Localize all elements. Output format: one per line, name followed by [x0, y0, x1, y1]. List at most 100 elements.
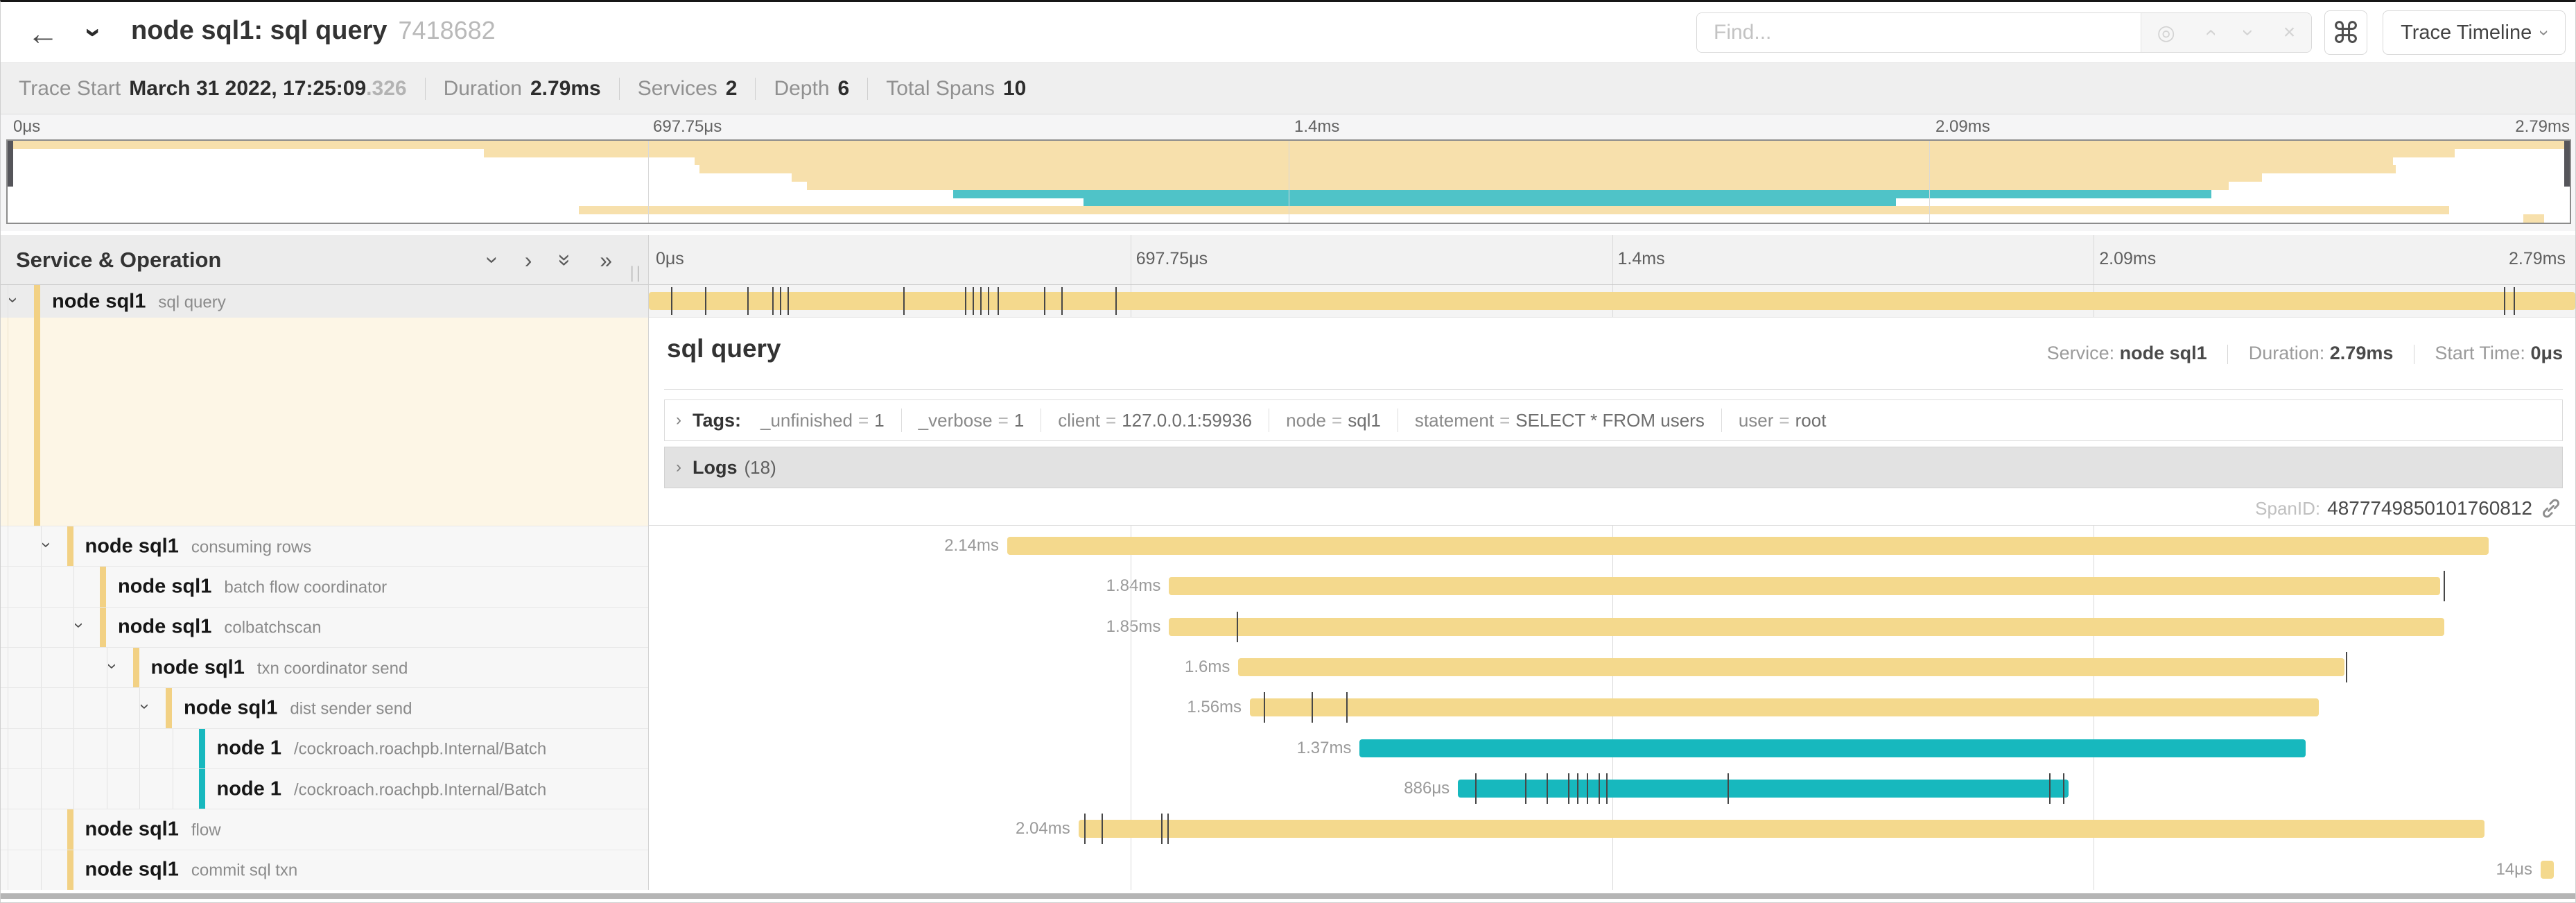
log-marker-tick[interactable]	[1346, 692, 1348, 723]
tree-row-commit-sql-txn[interactable]: node sql1 commit sql txn	[1, 849, 648, 890]
span-bar[interactable]	[1007, 537, 2489, 556]
tree-row-batch-flow-coordinator[interactable]: node sql1 batch flow coordinator	[1, 566, 648, 607]
start-time-value: 0μs	[2530, 343, 2563, 363]
log-marker-tick[interactable]	[1061, 287, 1063, 315]
log-marker-tick[interactable]	[2443, 571, 2445, 602]
span-color-accent	[67, 809, 73, 850]
log-marker-tick[interactable]	[1084, 814, 1086, 845]
log-marker-tick[interactable]	[1043, 287, 1045, 315]
tree-row-dist-sender-send[interactable]: › node sql1 dist sender send	[1, 687, 648, 728]
span-bar-row: 1.85ms	[649, 607, 2575, 647]
copy-link-icon[interactable]	[2539, 497, 2563, 520]
tags-accordion[interactable]: › Tags: _unfinished = 1 _verbose = 1 client = 12…	[664, 399, 2563, 441]
collapse-one-icon[interactable]: ›	[480, 256, 506, 264]
row-collapse-chevron-down-icon[interactable]: ›	[37, 542, 57, 548]
view-selector-label: Trace Timeline	[2401, 21, 2532, 44]
log-marker-tick[interactable]	[670, 287, 672, 315]
log-marker-tick[interactable]	[1606, 773, 1608, 805]
operation-name: commit sql txn	[191, 861, 298, 880]
log-marker-tick[interactable]	[1587, 773, 1589, 805]
log-marker-tick[interactable]	[704, 287, 706, 315]
log-marker-tick[interactable]	[2049, 773, 2051, 805]
log-marker-tick[interactable]	[988, 287, 990, 315]
collapse-all-icon[interactable]: »	[553, 254, 579, 266]
tree-row-sql-query[interactable]: › node sql1 sql query	[1, 285, 648, 318]
match-target-icon[interactable]: ◎	[2157, 21, 2175, 44]
tree-row-txn-coordinator-send[interactable]: › node sql1 txn coordinator send	[1, 646, 648, 688]
span-bar-row: 886μs	[649, 768, 2575, 809]
minimap-span-row	[8, 148, 2570, 157]
log-marker-tick[interactable]	[1475, 773, 1477, 805]
log-marker-tick[interactable]	[1263, 692, 1265, 723]
log-marker-tick[interactable]	[787, 287, 790, 315]
log-marker-tick[interactable]	[747, 287, 749, 315]
log-marker-tick[interactable]	[972, 287, 974, 315]
trace-summary-bar: Trace Start March 31 2022, 17:25:09.326 D…	[1, 63, 2575, 114]
tags-label: Tags:	[693, 409, 742, 431]
span-bar[interactable]	[1169, 577, 2441, 596]
back-arrow-button[interactable]: ←	[27, 15, 59, 51]
span-bar[interactable]	[1238, 658, 2344, 677]
log-marker-tick[interactable]	[997, 287, 999, 315]
log-marker-tick[interactable]	[1236, 611, 1238, 642]
tree-row-consuming-rows[interactable]: › node sql1 consuming rows	[1, 526, 648, 567]
span-bar[interactable]	[1250, 698, 2320, 717]
span-bar[interactable]	[1078, 820, 2485, 839]
log-marker-tick[interactable]	[772, 287, 774, 315]
log-marker-tick[interactable]	[2346, 652, 2348, 683]
service-name: node sql1 txn coordinator send	[150, 656, 408, 679]
log-marker-tick[interactable]	[2514, 287, 2516, 315]
viewport-left-handle[interactable]	[8, 141, 13, 187]
log-marker-tick[interactable]	[1567, 773, 1569, 805]
log-marker-tick[interactable]	[779, 287, 781, 315]
view-selector-button[interactable]: Trace Timeline ›	[2383, 10, 2566, 55]
log-marker-tick[interactable]	[2062, 773, 2064, 805]
log-marker-tick[interactable]	[1728, 773, 1730, 805]
horizontal-scrollbar[interactable]	[1, 893, 2575, 899]
tree-row-flow[interactable]: node sql1 flow	[1, 809, 648, 850]
tree-guide-line	[73, 647, 74, 688]
span-bar[interactable]	[1169, 617, 2445, 636]
log-marker-tick[interactable]	[2504, 287, 2506, 315]
span-bar[interactable]	[2540, 860, 2555, 879]
log-marker-tick[interactable]	[1115, 287, 1117, 315]
minimap-canvas[interactable]	[6, 139, 2571, 224]
expand-all-icon[interactable]: »	[600, 248, 612, 273]
find-input[interactable]	[1697, 13, 2141, 52]
log-marker-tick[interactable]	[1102, 814, 1104, 845]
span-color-accent	[100, 607, 106, 647]
log-marker-tick[interactable]	[1525, 773, 1527, 805]
service-name: node sql1 colbatchscan	[118, 615, 322, 638]
span-bar[interactable]	[1458, 780, 2069, 798]
row-collapse-chevron-down-icon[interactable]: ›	[103, 663, 123, 669]
log-marker-tick[interactable]	[1311, 692, 1313, 723]
row-collapse-chevron-down-icon[interactable]: ›	[3, 297, 24, 303]
log-marker-tick[interactable]	[980, 287, 982, 315]
span-bar[interactable]	[649, 292, 2575, 310]
prev-match-icon[interactable]: ›	[2198, 29, 2222, 36]
log-marker-tick[interactable]	[1167, 814, 1169, 845]
log-marker-tick[interactable]	[1547, 773, 1548, 805]
log-marker-tick[interactable]	[1161, 814, 1163, 845]
log-marker-tick[interactable]	[903, 287, 905, 315]
viewport-right-handle[interactable]	[2564, 141, 2570, 187]
keyboard-shortcuts-button[interactable]: ⌘	[2324, 10, 2367, 55]
log-marker-tick[interactable]	[1577, 773, 1579, 805]
column-resizer-handle[interactable]: ||	[629, 264, 643, 282]
logs-accordion[interactable]: › Logs (18)	[664, 447, 2563, 488]
log-marker-tick[interactable]	[964, 287, 966, 315]
tree-row--cockroach-roachpb-internal-batch[interactable]: node 1/cockroach.roachpb.Internal/Batch	[1, 728, 648, 768]
row-collapse-chevron-down-icon[interactable]: ›	[69, 622, 89, 629]
span-bar[interactable]	[1359, 739, 2306, 757]
row-collapse-chevron-down-icon[interactable]: ›	[135, 703, 155, 710]
log-marker-tick[interactable]	[1599, 773, 1601, 805]
start-time-label: Start Time:	[2435, 343, 2525, 363]
tree-row-colbatchscan[interactable]: › node sql1 colbatchscan	[1, 606, 648, 647]
tag-item-node: node = sql1	[1286, 409, 1381, 431]
duration-value: 2.79ms	[2329, 343, 2394, 363]
title-collapse-chevron-down-icon[interactable]: ›	[78, 28, 111, 37]
expand-one-icon[interactable]: ›	[524, 248, 532, 273]
clear-find-icon[interactable]: ×	[2283, 21, 2296, 44]
next-match-icon[interactable]: ›	[2237, 29, 2261, 36]
tree-row--cockroach-roachpb-internal-batch[interactable]: node 1/cockroach.roachpb.Internal/Batch	[1, 768, 648, 809]
